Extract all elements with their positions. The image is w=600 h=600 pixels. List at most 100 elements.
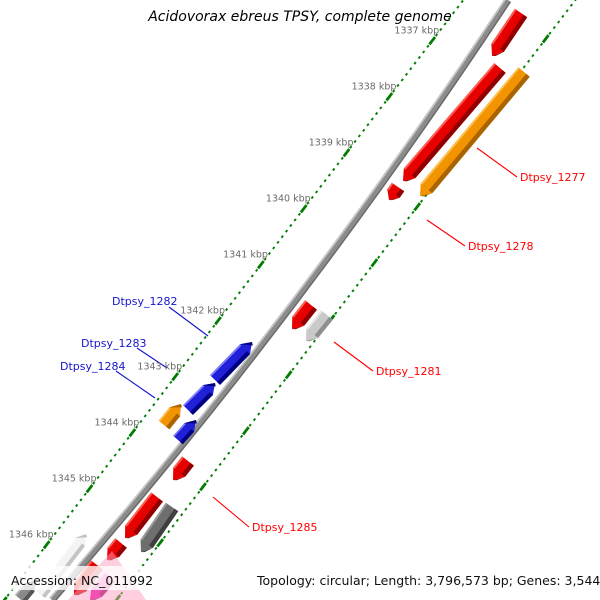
kbp-major-tick xyxy=(85,484,94,494)
gene-head-bevel xyxy=(403,178,416,182)
overlays xyxy=(0,551,600,600)
kbp-minor-tick xyxy=(235,440,239,444)
gene-label-Dtpsy_1282[interactable]: Dtpsy_1282 xyxy=(112,295,178,308)
gene-label-Dtpsy_1284[interactable]: Dtpsy_1284 xyxy=(60,360,126,373)
kbp-minor-tick xyxy=(527,59,531,63)
kbp-minor-tick xyxy=(36,554,40,558)
gene-body[interactable] xyxy=(140,502,179,552)
gene-label-Dtpsy_1281[interactable]: Dtpsy_1281 xyxy=(376,365,442,378)
kbp-minor-tick xyxy=(57,526,62,530)
gene-arrows xyxy=(15,8,530,600)
kbp-minor-tick xyxy=(349,145,353,149)
kbp-minor-tick xyxy=(255,268,259,272)
gene-arrow-Dtpsy_1277[interactable] xyxy=(420,67,530,197)
gene-arrow-Dtpsy_1278[interactable] xyxy=(387,182,405,201)
gene-arrow[interactable] xyxy=(491,8,528,57)
kbp-minor-tick xyxy=(327,173,331,177)
kbp-minor-tick xyxy=(557,20,561,24)
gene-arrow-Dtpsy_1282[interactable] xyxy=(210,342,253,385)
gene-arrow[interactable] xyxy=(292,300,317,330)
kbp-minor-tick xyxy=(351,289,355,293)
kbp-minor-tick xyxy=(310,195,314,200)
kbp-minor-tick xyxy=(165,386,169,390)
kbp-minor-tick xyxy=(40,548,44,552)
kbp-minor-tick xyxy=(220,313,224,317)
gene-highlight-edge xyxy=(491,8,517,45)
kbp-minor-tick xyxy=(188,501,192,506)
kbp-major-tick xyxy=(541,34,550,44)
gene-arrow[interactable] xyxy=(173,456,194,481)
kbp-major-tick xyxy=(299,204,308,214)
gene-arrow-Dtpsy_1285[interactable] xyxy=(140,502,179,553)
gene-body[interactable] xyxy=(403,63,506,181)
kbp-minor-tick xyxy=(117,447,122,452)
gene-body[interactable] xyxy=(306,310,333,341)
gene-arrow-Dtpsy_1283[interactable] xyxy=(183,383,216,415)
gene-shadow-edge xyxy=(217,351,250,385)
kbp-label: 1339 kbp xyxy=(309,138,354,149)
kbp-minor-tick xyxy=(257,412,261,416)
gene-body[interactable] xyxy=(125,492,163,538)
gene-head-bevel xyxy=(240,342,253,346)
kbp-minor-tick xyxy=(184,507,188,511)
leader-line-Dtpsy_1282 xyxy=(168,306,209,337)
gene-body[interactable] xyxy=(491,8,528,57)
gene-arrow[interactable] xyxy=(403,63,506,182)
kbp-minor-tick xyxy=(49,537,53,541)
map-title: Acidovorax ebreus TPSY, complete genome xyxy=(148,9,452,25)
gene-shadow-edge xyxy=(133,498,163,535)
gene-label-Dtpsy_1285[interactable]: Dtpsy_1285 xyxy=(252,521,318,534)
kbp-minor-tick xyxy=(398,227,402,231)
gene-head-bevel xyxy=(169,404,183,408)
gene-highlight-edge xyxy=(173,456,184,469)
kbp-minor-tick xyxy=(237,291,241,295)
gene-body[interactable] xyxy=(210,342,252,385)
kbp-minor-tick xyxy=(113,453,117,457)
kbp-minor-tick xyxy=(426,44,430,48)
kbp-label: 1338 kbp xyxy=(352,82,397,93)
gene-label-Dtpsy_1278[interactable]: Dtpsy_1278 xyxy=(468,240,534,253)
gene-shadow-edge xyxy=(396,188,405,198)
gene-head-bevel xyxy=(492,51,504,56)
gene-body[interactable] xyxy=(292,300,317,329)
kbp-minor-tick xyxy=(392,89,396,93)
gene-arrow-Dtpsy_1284[interactable] xyxy=(173,420,197,445)
kbp-minor-tick xyxy=(334,311,338,315)
kbp-minor-tick xyxy=(452,11,456,15)
kbp-minor-tick xyxy=(379,106,383,110)
gene-arrow[interactable] xyxy=(158,404,183,430)
kbp-minor-tick xyxy=(53,531,57,536)
leader-line-Dtpsy_1277 xyxy=(476,147,518,178)
kbp-minor-tick xyxy=(319,184,323,188)
gene-head-bevel xyxy=(125,534,138,539)
gene-body[interactable] xyxy=(183,383,215,415)
kbp-minor-tick xyxy=(400,78,404,82)
kbp-minor-tick xyxy=(312,339,316,343)
gene-body[interactable] xyxy=(158,404,181,430)
gene-label-Dtpsy_1283[interactable]: Dtpsy_1283 xyxy=(81,337,147,350)
kbp-minor-tick xyxy=(195,347,199,351)
kbp-minor-tick xyxy=(548,31,552,35)
kbp-minor-tick xyxy=(377,255,381,259)
kbp-minor-tick xyxy=(171,524,175,528)
kbp-minor-tick xyxy=(175,518,179,523)
kbp-minor-tick xyxy=(267,251,271,256)
leader-line-Dtpsy_1281 xyxy=(333,341,374,372)
gene-body[interactable] xyxy=(173,420,196,445)
kbp-minor-tick xyxy=(355,283,359,287)
gene-shadow-edge xyxy=(300,306,317,326)
kbp-label: 1340 kbp xyxy=(266,194,311,205)
kbp-minor-tick xyxy=(100,470,104,474)
kbp-major-tick xyxy=(284,370,293,380)
gene-label-Dtpsy_1277[interactable]: Dtpsy_1277 xyxy=(520,171,586,184)
gene-arrow-Dtpsy_1281[interactable] xyxy=(306,310,333,342)
kbp-minor-tick xyxy=(289,223,293,228)
kbp-major-tick xyxy=(256,260,265,270)
gene-body[interactable] xyxy=(420,67,530,196)
gene-shadow-edge xyxy=(115,544,127,557)
gene-arrow[interactable] xyxy=(125,492,163,539)
kbp-label: 1344 kbp xyxy=(95,418,140,429)
status-summary: Topology: circular; Length: 3,796,573 bp… xyxy=(257,573,600,588)
kbp-minor-tick xyxy=(389,238,394,243)
